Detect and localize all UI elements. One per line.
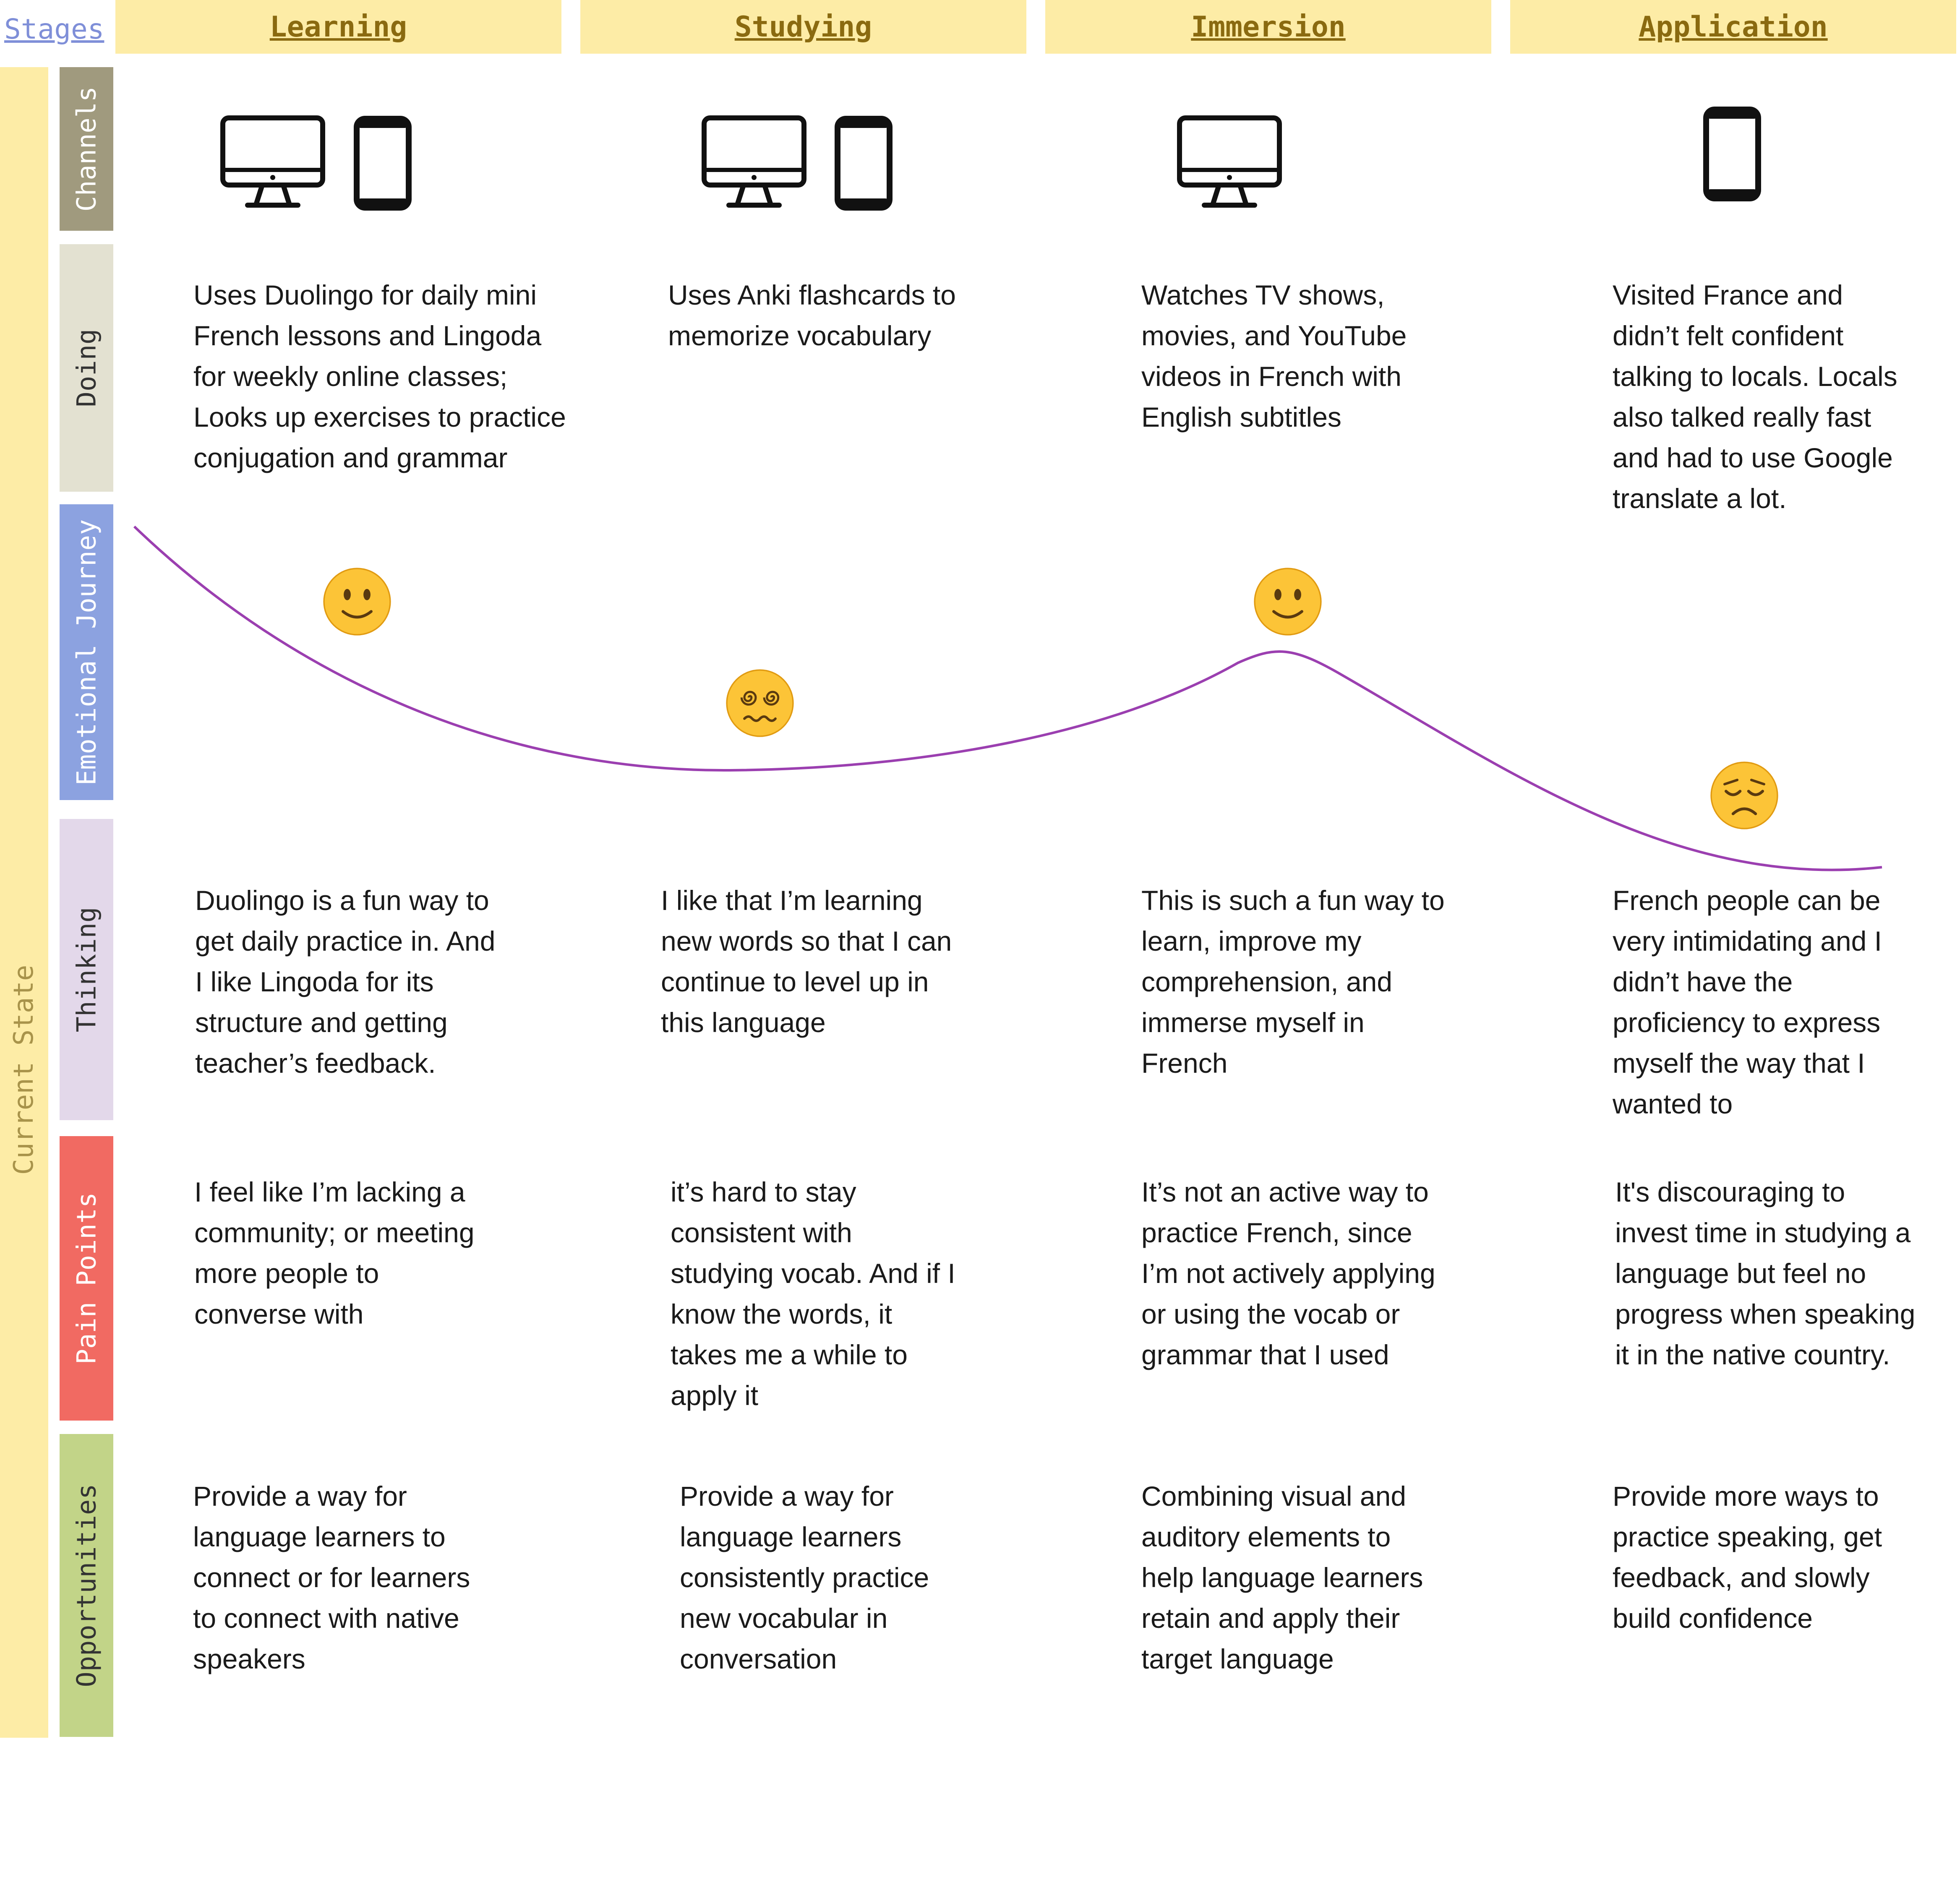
stage-label: Studying [734,10,872,44]
thinking-cell-immersion: This is such a fun way to learn, improve… [1141,885,1445,1079]
opportunity-cell-immersion: Combining visual and auditory elements t… [1141,1481,1423,1674]
opportunity-cell-studying: Provide a way for language learners cons… [680,1481,929,1674]
stage-label: Learning [269,10,407,44]
doing-cell-application: Visited France and didn’t felt confident… [1613,279,1897,514]
thinking-cell-application: French people can be very intimidating a… [1613,885,1882,1119]
pain-point-cell-studying: it’s hard to stay consistent with studyi… [671,1176,955,1411]
row-tab-emotional-journey: Emotional Journey [60,504,113,800]
thinking-cell-learning: Duolingo is a fun way to get daily pract… [195,885,496,1079]
doing-cell-studying: Uses Anki flashcards to memorize vocabul… [668,279,956,351]
stage-header-studying[interactable]: Studying [580,0,1026,54]
row-label-pain-points: Pain Points [71,1192,102,1365]
pain-point-cell-immersion: It’s not an active way to practice Frenc… [1141,1176,1435,1370]
stage-header-application[interactable]: Application [1510,0,1956,54]
row-tab-thinking: Thinking [60,819,113,1120]
slightly-smiling-face-icon [323,568,391,636]
current-state-band: Current State [0,67,48,1738]
row-tab-doing: Doing [60,244,113,492]
row-tab-pain-points: Pain Points [60,1136,113,1421]
slightly-smiling-face-icon [1254,568,1322,636]
desktop-icon [1177,115,1282,208]
mobile-icon [354,116,412,211]
opportunity-cell-learning: Provide a way for language learners to c… [193,1481,470,1674]
dizzy-face-icon [726,669,794,737]
desktop-icon [220,115,325,208]
thinking-cell-studying: I like that I’m learning new words so th… [661,885,952,1038]
current-state-label: Current State [8,965,39,1175]
row-tab-opportunities: Opportunities [60,1434,113,1737]
emotional-journey-curve [133,525,1882,871]
pain-point-cell-application: It's discouraging to invest time in stud… [1615,1176,1916,1370]
stage-header-learning[interactable]: Learning [115,0,561,54]
stage-label: Immersion [1191,10,1346,44]
doing-cell-immersion: Watches TV shows, movies, and YouTube vi… [1141,279,1407,433]
disappointed-face-icon [1710,761,1778,829]
doing-cell-learning: Uses Duolingo for daily mini French less… [193,279,566,473]
desktop-icon [702,115,806,208]
stage-label: Application [1639,10,1828,44]
opportunity-cell-application: Provide more ways to practice speaking, … [1613,1481,1882,1634]
mobile-icon [1703,107,1761,201]
mobile-icon [835,116,893,211]
stages-link[interactable]: Stages [4,13,104,45]
row-label-thinking: Thinking [71,907,102,1032]
stage-header-immersion[interactable]: Immersion [1045,0,1491,54]
pain-point-cell-learning: I feel like I’m lacking a community; or … [194,1176,475,1330]
row-label-opportunities: Opportunities [71,1483,102,1687]
row-tab-channels: Channels [60,67,113,231]
